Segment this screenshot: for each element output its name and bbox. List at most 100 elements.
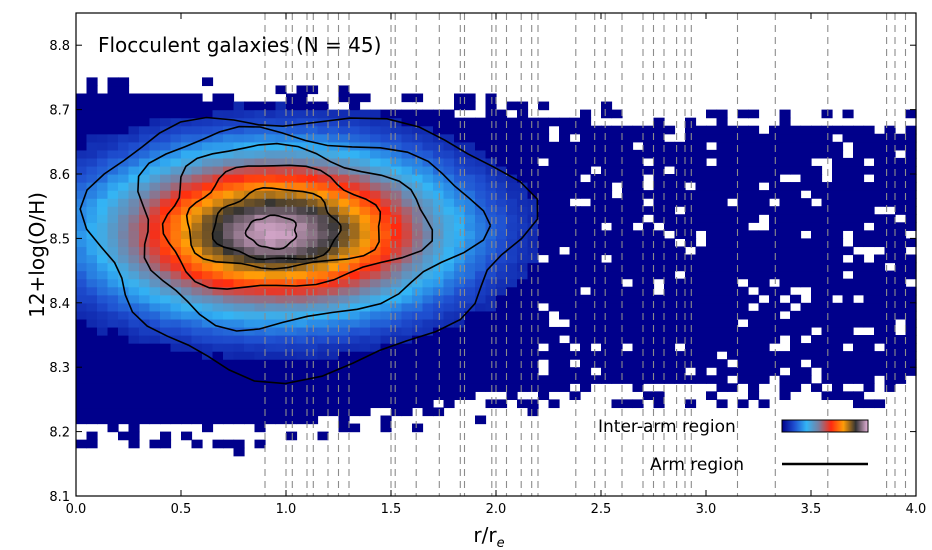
heatmap-cell [160,359,172,368]
heatmap-cell [811,246,823,256]
heatmap-cell [517,222,529,231]
heatmap-cell [643,238,655,248]
heatmap-cell [538,174,550,183]
heatmap-cell [454,198,466,207]
heatmap-cell [380,238,392,248]
x-tick-label: 1.0 [276,502,297,517]
heatmap-cell [905,359,917,368]
heatmap-cell [391,326,403,336]
heatmap-cell [863,230,875,239]
heatmap-cell [391,157,403,167]
heatmap-cell [212,375,224,384]
heatmap-cell [485,326,497,336]
heatmap-cell [884,326,896,336]
heatmap-cell [548,343,560,352]
x-tick-label: 4.0 [906,502,927,517]
heatmap-cell [107,85,119,95]
heatmap-cell [517,117,529,127]
heatmap-cell [496,133,508,143]
heatmap-cell [128,182,140,191]
heatmap-cell [506,198,518,207]
heatmap-cell [118,302,130,312]
heatmap-cell [443,182,455,191]
heatmap-cell [160,407,172,417]
heatmap-cell [538,262,550,272]
heatmap-cell [443,359,455,368]
heatmap-cell [506,190,518,199]
heatmap-cell [769,351,781,360]
heatmap-cell [538,125,550,135]
heatmap-cell [748,383,760,392]
heatmap-cell [874,230,886,239]
heatmap-cell [611,157,623,167]
heatmap-cell [664,222,676,231]
heatmap-cell [128,391,140,400]
heatmap-cell [538,101,550,111]
heatmap-cell [139,343,151,352]
heatmap-cell [307,109,319,119]
heatmap-cell [454,359,466,368]
heatmap-cell [653,326,665,336]
heatmap-cell [790,165,802,175]
heatmap-cell [202,383,214,392]
heatmap-cell [317,214,329,223]
heatmap-cell [905,157,917,167]
heatmap-cell [779,198,791,207]
heatmap-cell [685,206,697,215]
heatmap-cell [821,294,833,304]
heatmap-cell [443,206,455,215]
heatmap-cell [832,335,844,344]
heatmap-cell [128,415,140,425]
x-tick-label: 3.5 [801,502,822,517]
heatmap-cell [212,230,224,239]
heatmap-cell [748,165,760,175]
heatmap-cell [338,85,350,95]
heatmap-cell [538,294,550,304]
heatmap-cell [380,310,392,320]
heatmap-cell [527,198,539,207]
heatmap-cell [286,174,298,183]
heatmap-cell [811,206,823,215]
heatmap-cell [716,141,728,151]
heatmap-cell [275,375,287,384]
heatmap-cell [128,133,140,143]
heatmap-cell [548,157,560,167]
heatmap-cell [128,278,140,288]
heatmap-cell [149,335,161,344]
heatmap-cell [863,133,875,143]
heatmap-cell [454,302,466,312]
heatmap-cell [118,310,130,320]
heatmap-cell [863,310,875,320]
heatmap-cell [307,133,319,143]
heatmap-cell [559,190,571,199]
heatmap-cell [317,101,329,111]
heatmap-cell [286,431,298,441]
heatmap-cell [296,286,308,296]
heatmap-cell [380,165,392,175]
heatmap-cell [475,326,487,336]
heatmap-cell [233,407,245,417]
heatmap-cell [632,246,644,256]
heatmap-cell [905,310,917,320]
heatmap-cell [580,343,592,352]
heatmap-cell [202,391,214,400]
heatmap-cell [538,133,550,143]
heatmap-cell [86,310,98,320]
heatmap-cell [139,117,151,127]
heatmap-cell [863,278,875,288]
heatmap-cell [391,335,403,344]
heatmap-cell [685,351,697,360]
heatmap-cell [265,165,277,175]
heatmap-cell [265,174,277,183]
heatmap-cell [160,439,172,449]
heatmap-cell [653,133,665,143]
heatmap-cell [296,391,308,400]
heatmap-cell [412,391,424,400]
heatmap-cell [811,343,823,352]
heatmap-cell [191,101,203,111]
heatmap-cell [653,165,665,175]
heatmap-cell [779,286,791,296]
heatmap-cell [244,367,256,376]
heatmap-cell [853,302,865,312]
heatmap-cell [160,117,172,127]
